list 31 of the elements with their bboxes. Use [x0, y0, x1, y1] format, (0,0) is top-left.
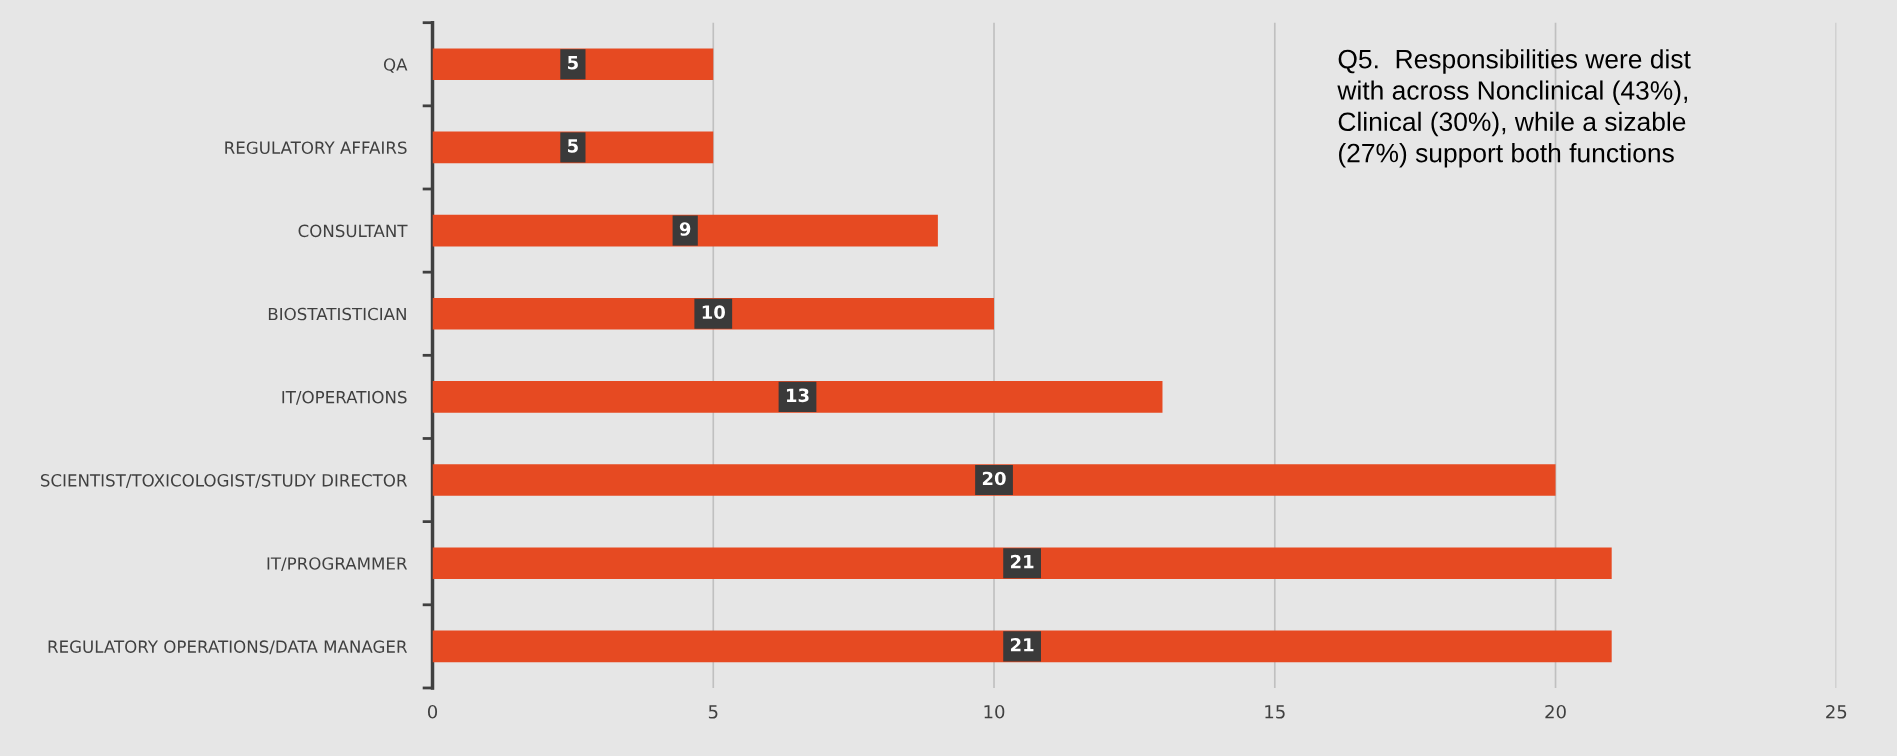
x-tick-label: 5: [708, 705, 718, 719]
data-label: 21: [1010, 637, 1034, 652]
bar: [432, 464, 1556, 496]
data-label: 5: [568, 139, 578, 153]
bar: [432, 48, 714, 81]
y-tick-label: REGULATORY OPERATIONS/DATA MANAGER: [48, 640, 408, 655]
y-tick-label: IT/PROGRAMMER: [267, 557, 408, 572]
bar: [432, 214, 938, 247]
data-label: 5: [568, 56, 578, 70]
bar: [432, 630, 1612, 663]
data-label: 13: [786, 388, 809, 403]
x-tick-label: 15: [1265, 705, 1285, 719]
y-tick-label: REGULATORY AFFAIRS: [225, 141, 407, 154]
y-tick-label: IT/OPERATIONS: [282, 390, 407, 405]
bar: [432, 547, 1612, 580]
bar: [432, 381, 1163, 413]
x-tick-label: 20: [1545, 704, 1566, 719]
bar: [432, 131, 714, 164]
x-tick-label: 25: [1826, 704, 1847, 719]
x-tick-label: 0: [427, 704, 438, 719]
data-label: 10: [702, 305, 725, 319]
bar: [432, 297, 995, 330]
y-tick-label: QA: [383, 58, 408, 73]
y-tick-label: BIOSTATISTICIAN: [268, 307, 406, 321]
y-tick-label: SCIENTIST/TOXICOLOGIST/STUDY DIRECTOR: [40, 474, 408, 488]
data-label: 20: [982, 471, 1006, 486]
y-tick-label: CONSULTANT: [298, 224, 408, 238]
data-label: 21: [1010, 554, 1034, 569]
data-label: 9: [679, 222, 691, 236]
x-tick-label: 10: [984, 704, 1005, 719]
annotation: Q5. Responsibilities were dist with across Nonclinical (43%), Clinical (30%), while a sizable (27%) support both functions: [1337, 49, 1691, 168]
